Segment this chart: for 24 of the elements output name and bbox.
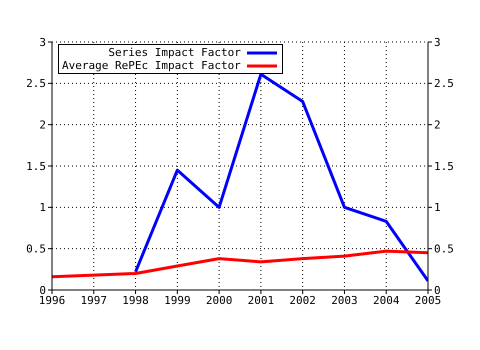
legend-label: Series Impact Factor <box>108 46 241 59</box>
legend-label: Average RePEc Impact Factor <box>62 59 241 72</box>
x-tick-label: 1997 <box>80 294 108 307</box>
x-tick-label: 2003 <box>331 294 358 307</box>
x-tick-label: 2002 <box>289 294 316 307</box>
x-tick-label: 1999 <box>164 294 191 307</box>
line-series <box>52 250 428 278</box>
y2-tick-label: 2 <box>434 118 441 132</box>
y-tick-label: 1.5 <box>26 160 46 173</box>
y2-tick-label: 1.5 <box>434 160 454 173</box>
y-tick-label: 1 <box>39 201 46 214</box>
x-tick-label: 2000 <box>206 294 232 307</box>
y-tick-label: 2.5 <box>26 77 46 90</box>
y-tick-label: 3 <box>39 36 46 49</box>
x-tick-label: 2004 <box>372 294 400 307</box>
y-tick-label: 0.5 <box>26 242 46 256</box>
line-series <box>134 72 428 282</box>
x-tick-label: 1998 <box>122 294 149 307</box>
y2-tick-label: 3 <box>434 36 441 49</box>
y2-tick-label: 0.5 <box>434 242 454 256</box>
y-tick-label: 2 <box>39 118 46 132</box>
y2-tick-label: 2.5 <box>434 77 454 90</box>
y2-tick-label: 1 <box>434 201 441 214</box>
x-tick-label: 2001 <box>248 294 274 307</box>
